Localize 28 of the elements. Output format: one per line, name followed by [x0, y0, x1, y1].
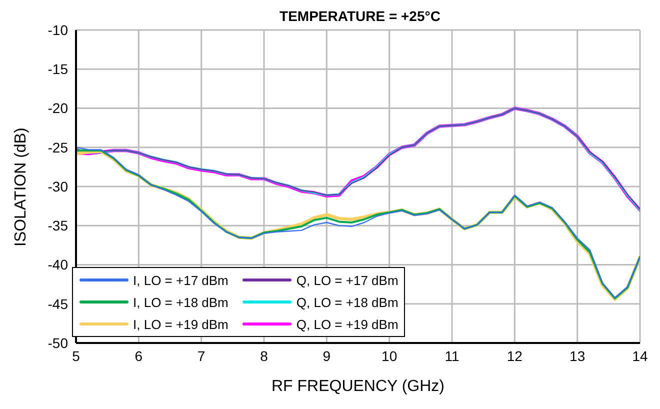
y-tick-label: -40	[48, 256, 68, 273]
y-axis-title: ISOLATION (dB)	[12, 128, 30, 246]
x-tick-label: 6	[134, 348, 143, 364]
x-tick-label: 9	[322, 348, 331, 364]
y-tick-label: -10	[48, 22, 68, 38]
legend-label: Q, LO = +17 dBm	[296, 272, 398, 288]
legend-label: I, LO = +19 dBm	[133, 316, 228, 332]
x-tick-label: 8	[260, 348, 268, 364]
y-tick-label: -35	[48, 218, 68, 234]
x-axis-title: RF FREQUENCY (GHz)	[271, 378, 445, 395]
x-tick-label: 5	[72, 348, 80, 364]
legend-label: I, LO = +17 dBm	[133, 272, 228, 288]
chart-title: TEMPERATURE = +25°C	[280, 8, 440, 24]
y-tick-label: -20	[48, 100, 68, 116]
y-tick-label: -50	[48, 334, 68, 351]
legend-label: Q, LO = +19 dBm	[296, 316, 398, 332]
y-tick-label: -30	[48, 178, 68, 194]
y-tick-label: -15	[48, 61, 68, 78]
legend-label: I, LO = +18 dBm	[133, 294, 228, 310]
x-tick-label: 10	[382, 348, 398, 364]
y-tick-label: -25	[48, 139, 68, 156]
y-tick-label: -45	[48, 296, 68, 312]
x-tick-label: 14	[632, 348, 648, 364]
x-tick-label: 12	[506, 348, 523, 364]
x-tick-label: 13	[570, 348, 586, 364]
legend-label: Q, LO = +18 dBm	[296, 294, 398, 310]
x-tick-label: 11	[444, 348, 460, 364]
x-tick-label: 7	[197, 348, 206, 364]
